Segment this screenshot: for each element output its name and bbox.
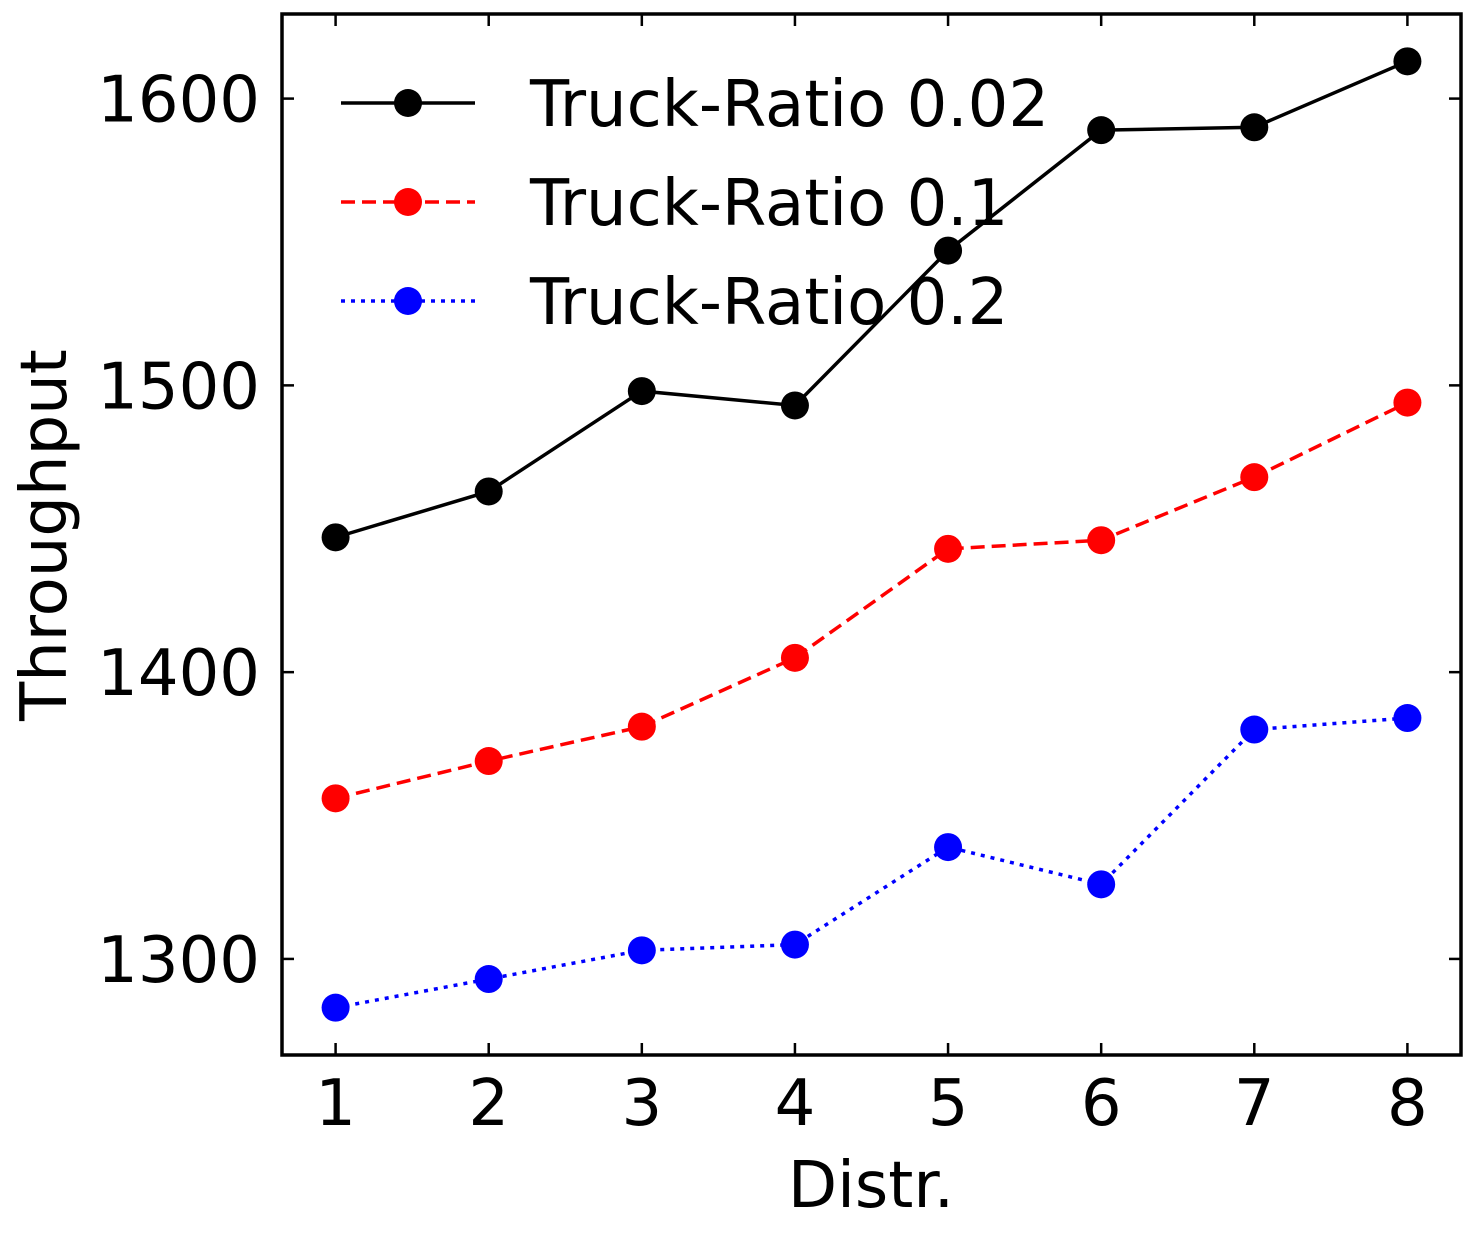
- series-3: [321, 704, 1422, 1022]
- x-tick-label: 4: [775, 1067, 816, 1141]
- data-point: [474, 965, 503, 994]
- plot-frame: [280, 12, 1463, 1057]
- data-point: [780, 643, 809, 672]
- series-line: [335, 59, 1409, 540]
- x-tick-label: 5: [928, 1067, 969, 1141]
- x-axis-title: Distr.: [788, 1149, 954, 1223]
- series-2: [321, 388, 1422, 813]
- y-tick-label: 1300: [97, 924, 260, 998]
- series-layer: [321, 47, 1422, 1022]
- legend-swatch-marker: [394, 287, 422, 315]
- data-point: [1393, 388, 1422, 417]
- data-point: [474, 477, 503, 506]
- legend-swatch-marker: [394, 89, 422, 117]
- legend-swatch-marker: [394, 188, 422, 216]
- data-point: [321, 523, 350, 552]
- data-point: [321, 993, 350, 1022]
- legend-item-1: Truck-Ratio 0.02: [341, 68, 1049, 142]
- x-tick-label: 1: [315, 1067, 356, 1141]
- x-tick-label: 8: [1387, 1067, 1428, 1141]
- data-point: [934, 534, 963, 563]
- y-tick-label: 1600: [97, 64, 260, 138]
- data-point: [1087, 526, 1116, 555]
- data-point: [1240, 113, 1269, 142]
- legend-item-3: Truck-Ratio 0.2: [341, 266, 1008, 340]
- data-point: [1240, 715, 1269, 744]
- data-point: [1393, 704, 1422, 733]
- data-point: [627, 377, 656, 406]
- data-point: [1087, 116, 1116, 145]
- ticks-layer: 1 2 3 4 5 6 7 8 1300 1400 1500 1600: [97, 14, 1461, 1141]
- x-tick-label: 7: [1234, 1067, 1275, 1141]
- data-point: [627, 712, 656, 741]
- data-point: [780, 930, 809, 959]
- legend: Truck-Ratio 0.02 Truck-Ratio 0.1 Truck-Rat…: [341, 68, 1049, 340]
- data-point: [780, 391, 809, 420]
- legend-label: Truck-Ratio 0.02: [529, 68, 1049, 142]
- data-point: [1393, 47, 1422, 76]
- legend-label: Truck-Ratio 0.1: [529, 167, 1008, 241]
- series-line: [335, 716, 1408, 1010]
- x-tick-label: 6: [1081, 1067, 1122, 1141]
- data-point: [934, 833, 963, 862]
- y-tick-label: 1400: [97, 637, 260, 711]
- data-point: [1240, 463, 1269, 492]
- series-line: [335, 401, 1409, 801]
- x-tick-label: 3: [621, 1067, 662, 1141]
- data-point: [1087, 870, 1116, 899]
- series-1: [321, 47, 1422, 552]
- legend-label: Truck-Ratio 0.2: [529, 266, 1008, 340]
- data-point: [321, 784, 350, 813]
- x-tick-label: 2: [468, 1067, 509, 1141]
- data-point: [474, 747, 503, 776]
- data-point: [627, 936, 656, 965]
- y-axis-title: Throughput: [8, 349, 82, 722]
- legend-item-2: Truck-Ratio 0.1: [341, 167, 1008, 241]
- y-tick-label: 1500: [97, 350, 260, 424]
- data-point: [934, 236, 963, 265]
